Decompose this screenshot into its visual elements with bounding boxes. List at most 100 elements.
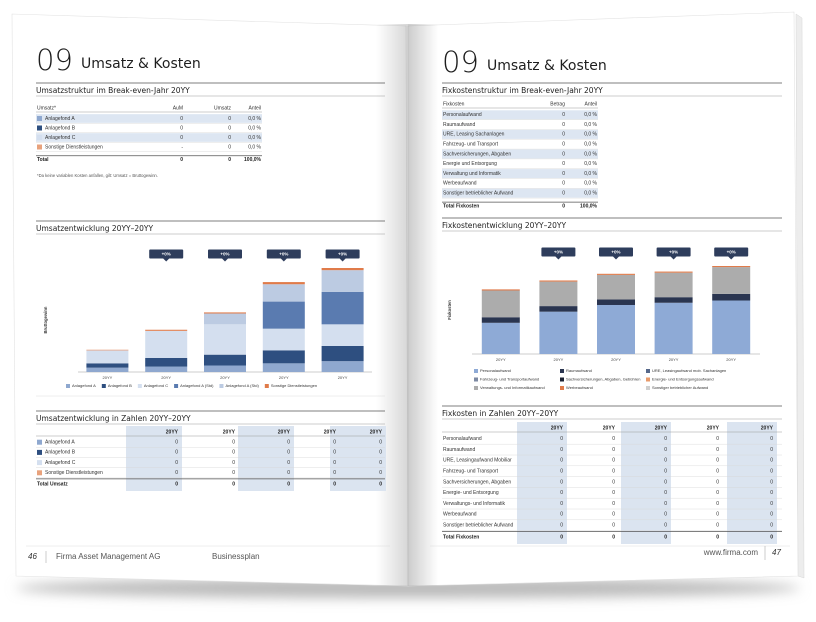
legend-label: Anlagefond C (144, 383, 168, 388)
table-cell: Energie und Entsorgung (443, 161, 497, 167)
row-shade (442, 110, 598, 120)
table-cell: Verwaltungs- und Informatik (443, 501, 505, 507)
table-cell: 0 (562, 161, 565, 167)
x-tick-label: 20YY (338, 375, 348, 380)
table-cell: - (181, 144, 183, 150)
table-cell: 0 (560, 469, 563, 475)
content: 09 Umsatz & Kosten Umsatzstruktur im Break… (26, 43, 790, 563)
table-cell: 0 (664, 458, 667, 464)
bar-segment (481, 290, 520, 318)
table-total: 100,0% (244, 157, 262, 163)
legend-label: Sachversicherungen, Abgaben, Gebühren (566, 377, 641, 382)
bar-segment (321, 346, 364, 362)
footer-company: Firma Asset Management AG (56, 552, 161, 561)
table-cell: 0 (562, 132, 565, 138)
table-cell: 0 (232, 460, 235, 466)
legend-label: Fahrzeug- und Transportaufwand (480, 377, 539, 382)
bar-segment (204, 354, 246, 366)
legend-label: Werbeaufwand (566, 385, 593, 390)
table-cell: 0 (562, 181, 565, 187)
table-header: Betrag (550, 101, 565, 107)
growth-badge-pointer (613, 256, 619, 260)
section-title: Umsatzentwicklung 20YY–20YY (36, 224, 153, 233)
legend-swatch (474, 369, 478, 373)
table-cell: 0 (232, 450, 235, 456)
bar-segment (539, 311, 578, 354)
table-cell: 0 (228, 125, 231, 131)
table-cell: 0,0 % (584, 132, 597, 138)
bar-segment (145, 366, 188, 372)
column-shade (621, 422, 671, 544)
bar-segment (481, 289, 520, 291)
book-shadow (16, 578, 800, 598)
table-cell: 0 (612, 469, 615, 475)
row-swatch (37, 439, 42, 445)
table-cell: 0 (716, 501, 719, 507)
table-cell: 0 (612, 523, 615, 529)
bar-segment (539, 281, 578, 307)
spine-shade (376, 24, 408, 586)
bar-segment (145, 330, 188, 358)
table-cell: 0 (716, 436, 719, 442)
table-cell: 0 (287, 450, 290, 456)
table-total: 0 (175, 481, 178, 487)
legend-swatch (264, 384, 269, 388)
table-cell: 0 (612, 447, 615, 453)
growth-badge (656, 247, 691, 257)
growth-badge-label: +0% (669, 249, 678, 254)
table-cell: Anlagefond C (45, 135, 76, 141)
table-header: 20YY (370, 429, 383, 435)
table-cell: 0 (716, 469, 719, 475)
row-swatch (37, 125, 42, 131)
growth-badge (208, 249, 242, 259)
footer-website: www.firma.com (703, 548, 759, 557)
table-cell: Sachversicherungen, Abgaben (443, 479, 511, 485)
table-header: 20YY (166, 429, 179, 435)
bar-segment (654, 272, 693, 298)
table-cell: 0 (180, 116, 183, 122)
table-cell: 0 (664, 501, 667, 507)
table-cell: 0 (180, 125, 183, 131)
table-cell: 0 (612, 458, 615, 464)
growth-badge-label: +0% (279, 251, 288, 256)
bar-segment (597, 274, 635, 300)
table-header: 20YY (655, 425, 668, 431)
x-tick-label: 20YY (496, 357, 506, 362)
table-total: 100,0% (580, 203, 598, 209)
row-swatch (37, 135, 42, 140)
table-cell: 0 (770, 436, 773, 442)
legend-label: Personalaufwand (480, 368, 511, 373)
table-cell: 0 (716, 512, 719, 518)
legend-label: Sonstige Dienstleistungen (271, 383, 317, 388)
table-cell: 0 (379, 440, 382, 446)
table-cell: 0,0 % (584, 151, 597, 157)
section-title: Fixkostenentwicklung 20YY–20YY (442, 221, 566, 230)
table-cell: Personalaufwand (443, 112, 482, 118)
table-header: 20YY (603, 425, 616, 431)
table-header: Anteil (584, 101, 597, 107)
table-cell: URE, Leasing Sachanlagen (443, 132, 505, 138)
table-cell: 0 (180, 135, 183, 141)
table-cell: 0 (716, 523, 719, 529)
bar-segment (262, 301, 305, 329)
row-swatch (37, 460, 42, 466)
legend-label: URE, Leasingaufwand mob. Sachanlagen (652, 368, 726, 373)
table-cell: 0 (716, 479, 719, 485)
table-total: 0 (562, 203, 565, 209)
column-shade (330, 426, 386, 491)
table-cell: Anlagefond B (45, 450, 76, 456)
table-cell: 0,0 % (248, 116, 261, 122)
table-cell: 0 (560, 512, 563, 518)
table-header: 20YY (223, 429, 236, 435)
row-swatch (37, 470, 42, 476)
table-cell: Sonstige Dienstleistungen (45, 470, 103, 476)
table-cell: 0 (664, 469, 667, 475)
table-cell: 0 (560, 479, 563, 485)
legend-swatch (560, 377, 564, 382)
spine-shade (408, 24, 438, 586)
table-cell: 0,0 % (248, 125, 261, 131)
table-cell: 0 (228, 135, 231, 141)
y-axis-label: Bruttogewinn (43, 306, 48, 333)
bar-segment (539, 306, 578, 312)
table-cell: 0 (562, 191, 565, 197)
